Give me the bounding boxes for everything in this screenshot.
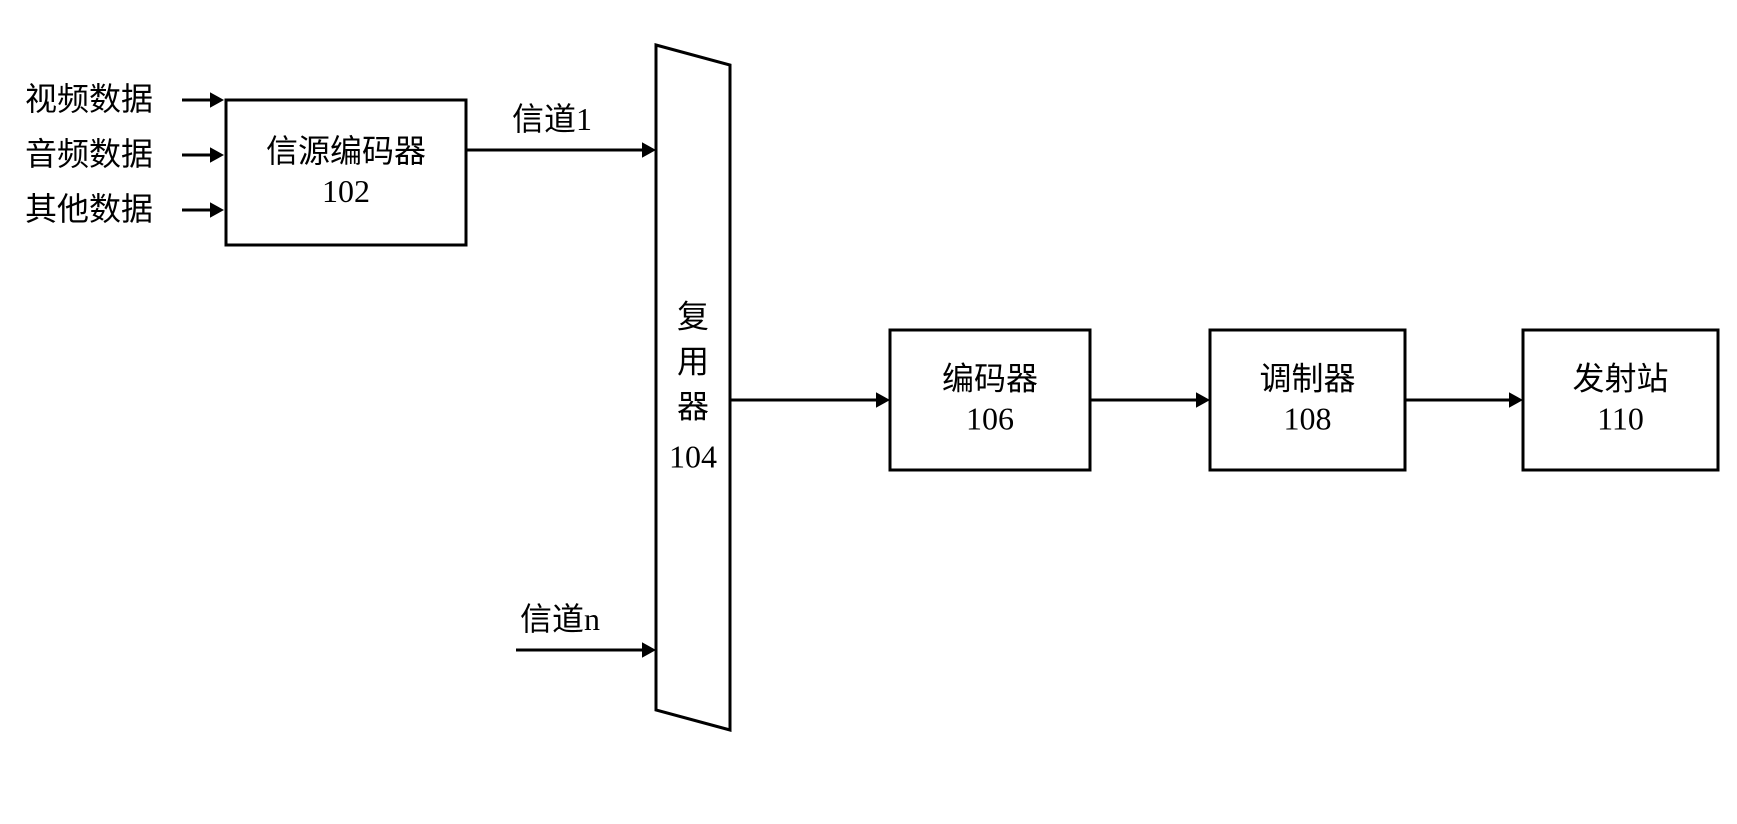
input-other-label: 其他数据 [25, 191, 153, 227]
multiplexer-number: 104 [669, 438, 717, 474]
mux-to-encoder-arrow-head [876, 392, 890, 408]
multiplexer-label-0: 复 [677, 298, 709, 334]
input-audio-arrow-head [210, 147, 224, 163]
multiplexer-label-1: 用 [677, 343, 709, 379]
channeln-arrow-head [642, 642, 656, 658]
encoder-box-number: 106 [966, 400, 1014, 436]
input-video-label: 视频数据 [25, 81, 153, 117]
input-other-arrow-head [210, 202, 224, 218]
block-diagram: 视频数据音频数据其他数据 信源编码器 102 信道1 信道n 复用器 104 编码器 106 调制… [20, 20, 1737, 804]
station-box-label: 发射站 [1572, 360, 1668, 396]
modulator-to-station-arrow-head [1509, 392, 1523, 408]
multiplexer-label-2: 器 [677, 388, 709, 424]
channel1-label: 信道1 [512, 101, 592, 137]
encoder-to-modulator-arrow-head [1196, 392, 1210, 408]
source-encoder-box-label: 信源编码器 [266, 133, 426, 169]
input-audio-label: 音频数据 [25, 136, 153, 172]
source-encoder-box-number: 102 [322, 173, 370, 209]
station-box-number: 110 [1597, 400, 1644, 436]
modulator-box-number: 108 [1284, 400, 1332, 436]
channel1-arrow-head [642, 142, 656, 158]
modulator-box-label: 调制器 [1259, 360, 1355, 396]
channeln-label: 信道n [520, 601, 600, 637]
input-video-arrow-head [210, 92, 224, 108]
encoder-box-label: 编码器 [942, 360, 1038, 396]
